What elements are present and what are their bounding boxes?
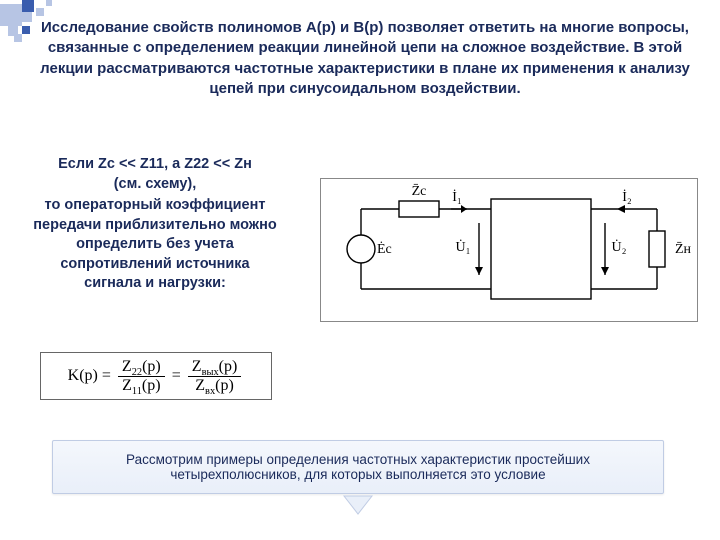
down-arrow-icon <box>342 494 374 516</box>
circuit-svg: Z̄c İ₁ İ₂ Ėc U̇₁ U̇₂ Z̄н <box>321 179 697 321</box>
formula: K(p) = Z22(p) Z11(p) = Zвых(p) Zвх(p) <box>40 352 272 400</box>
frac-zout-zin: Zвых(p) Zвх(p) <box>188 358 242 394</box>
formula-eq1: = <box>102 367 111 385</box>
condition-line3: то операторный коэффициент передачи приб… <box>30 196 280 294</box>
circuit-diagram: Z̄c İ₁ İ₂ Ėc U̇₁ U̇₂ Z̄н <box>320 178 698 322</box>
label-zc: Z̄c <box>412 183 427 199</box>
frac-z22-z11: Z22(p) Z11(p) <box>118 358 165 394</box>
callout-box: Рассмотрим примеры определения частотных… <box>52 440 664 494</box>
intro-paragraph: Исследование свойств полиномов A(p) и B(… <box>30 18 700 99</box>
condition-line2: (см. схему), <box>30 175 280 195</box>
label-ec: Ėc <box>377 241 392 257</box>
label-i1: İ₁ <box>452 189 462 205</box>
callout-text: Рассмотрим примеры определения частотных… <box>73 452 643 482</box>
label-zn: Z̄н <box>675 241 692 257</box>
label-i2: İ₂ <box>622 189 632 205</box>
label-u1: U̇₁ <box>456 238 471 255</box>
condition-text: Если Zс << Z11, а Z22 << Zн (см. схему),… <box>30 155 280 294</box>
condition-line1: Если Zс << Z11, а Z22 << Zн <box>30 155 280 175</box>
label-u2: U̇₂ <box>612 238 627 255</box>
formula-k: K(p) <box>68 367 98 385</box>
formula-eq2: = <box>172 367 181 385</box>
